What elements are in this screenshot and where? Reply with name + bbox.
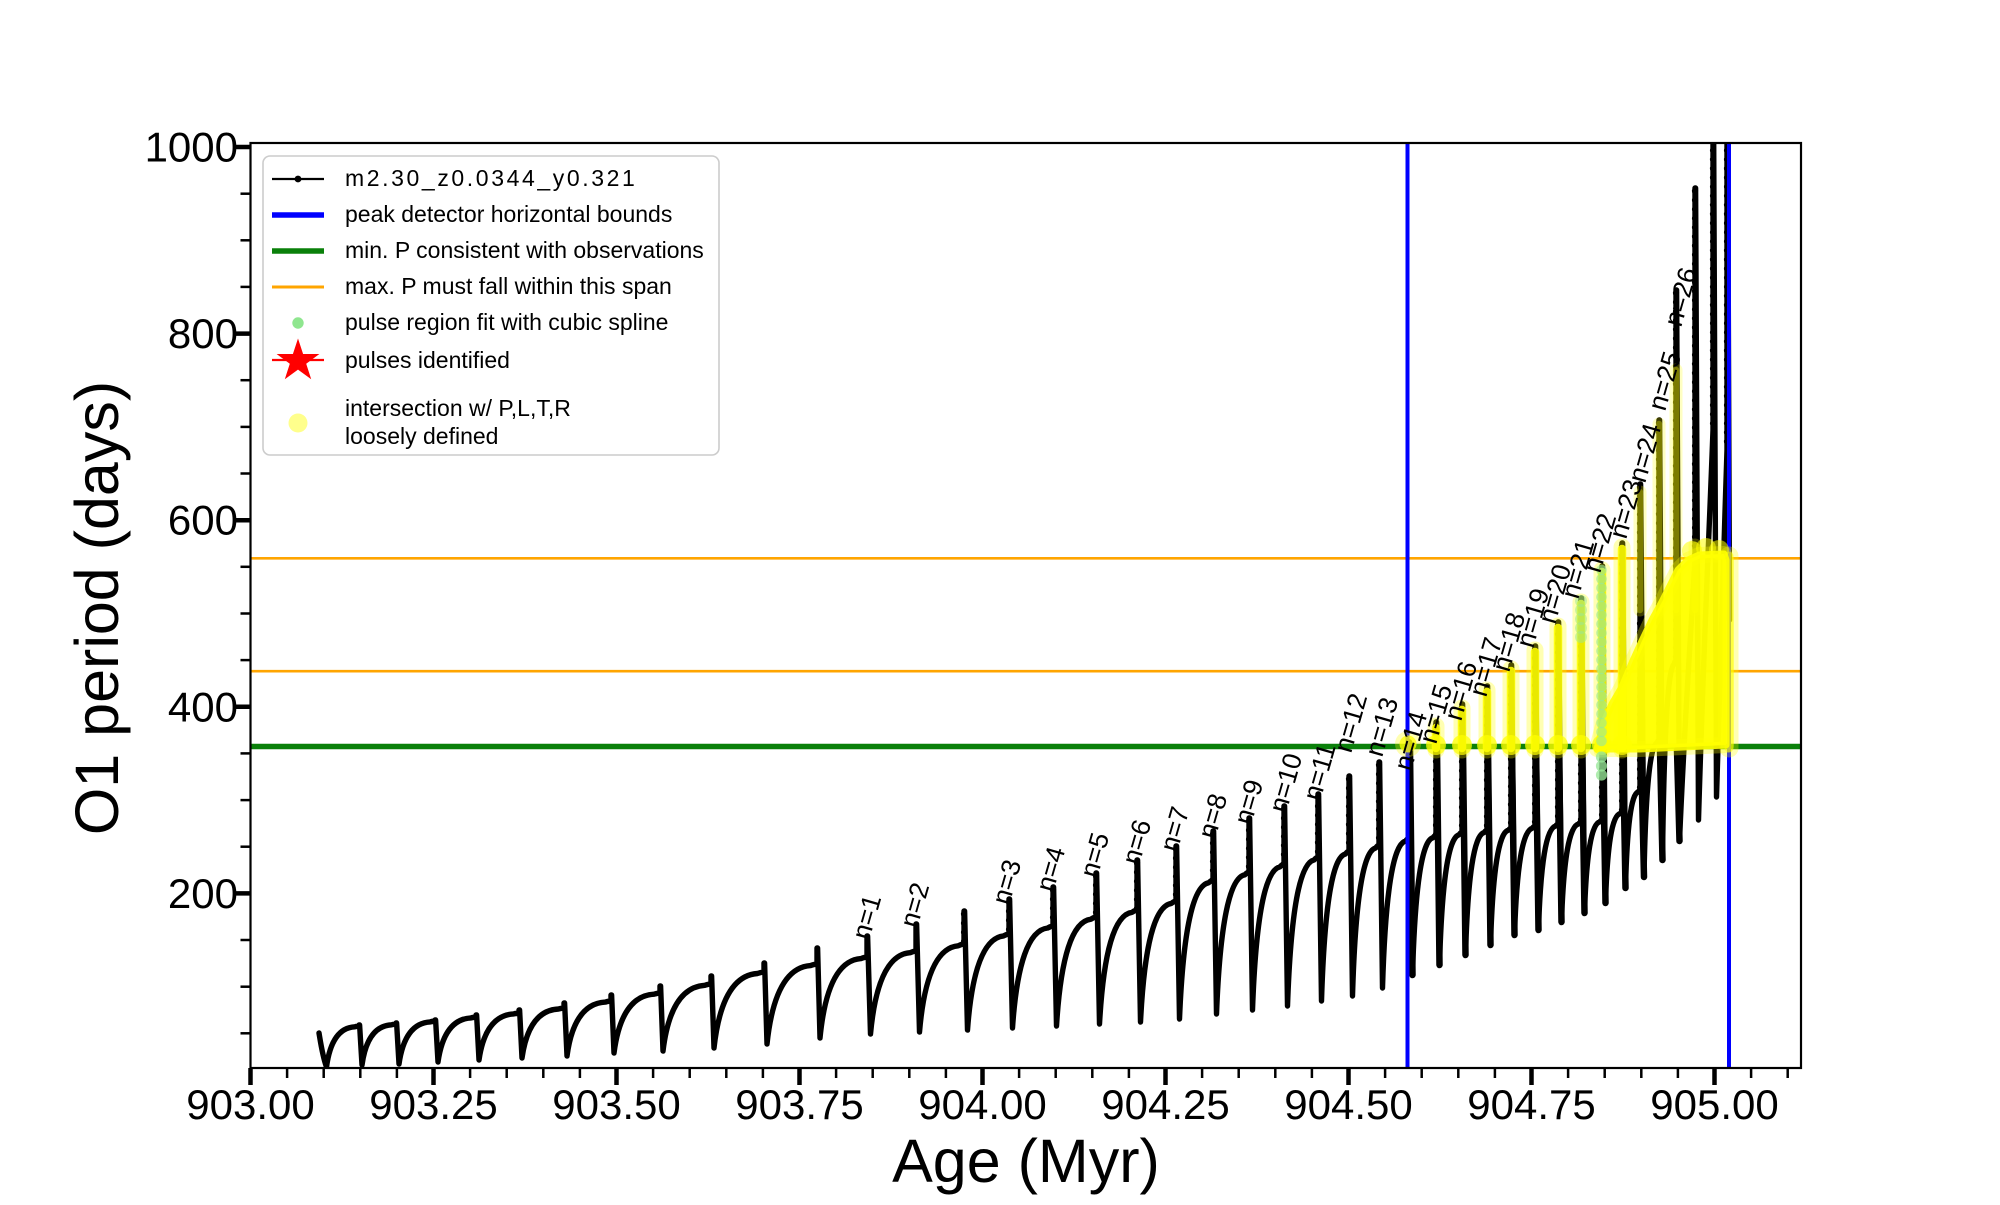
svg-text:pulses identified: pulses identified <box>345 347 510 373</box>
svg-text:903.50: 903.50 <box>552 1081 680 1128</box>
svg-text:max. P must fall within this s: max. P must fall within this span <box>345 273 672 299</box>
svg-text:O1 period (days): O1 period (days) <box>63 381 131 835</box>
svg-text:pulse region fit with cubic sp: pulse region fit with cubic spline <box>345 309 668 335</box>
svg-text:905.00: 905.00 <box>1650 1081 1778 1128</box>
svg-text:400: 400 <box>168 683 238 730</box>
svg-text:904.25: 904.25 <box>1101 1081 1229 1128</box>
svg-text:1000: 1000 <box>145 124 238 171</box>
svg-text:peak detector horizontal bound: peak detector horizontal bounds <box>345 201 672 227</box>
svg-text:200: 200 <box>168 870 238 917</box>
svg-text:903.75: 903.75 <box>735 1081 863 1128</box>
svg-text:min. P consistent with observa: min. P consistent with observations <box>345 237 704 263</box>
svg-text:904.75: 904.75 <box>1467 1081 1595 1128</box>
svg-text:903.25: 903.25 <box>369 1081 497 1128</box>
svg-text:600: 600 <box>168 497 238 544</box>
svg-text:m2.30_z0.0344_y0.321: m2.30_z0.0344_y0.321 <box>345 165 637 191</box>
svg-text:intersection w/ P,L,T,R: intersection w/ P,L,T,R <box>345 395 571 421</box>
svg-text:800: 800 <box>168 310 238 357</box>
svg-text:Age (Myr): Age (Myr) <box>892 1127 1160 1195</box>
svg-text:903.00: 903.00 <box>186 1081 314 1128</box>
svg-text:904.50: 904.50 <box>1284 1081 1412 1128</box>
svg-text:loosely defined: loosely defined <box>345 423 498 449</box>
svg-text:904.00: 904.00 <box>918 1081 1046 1128</box>
